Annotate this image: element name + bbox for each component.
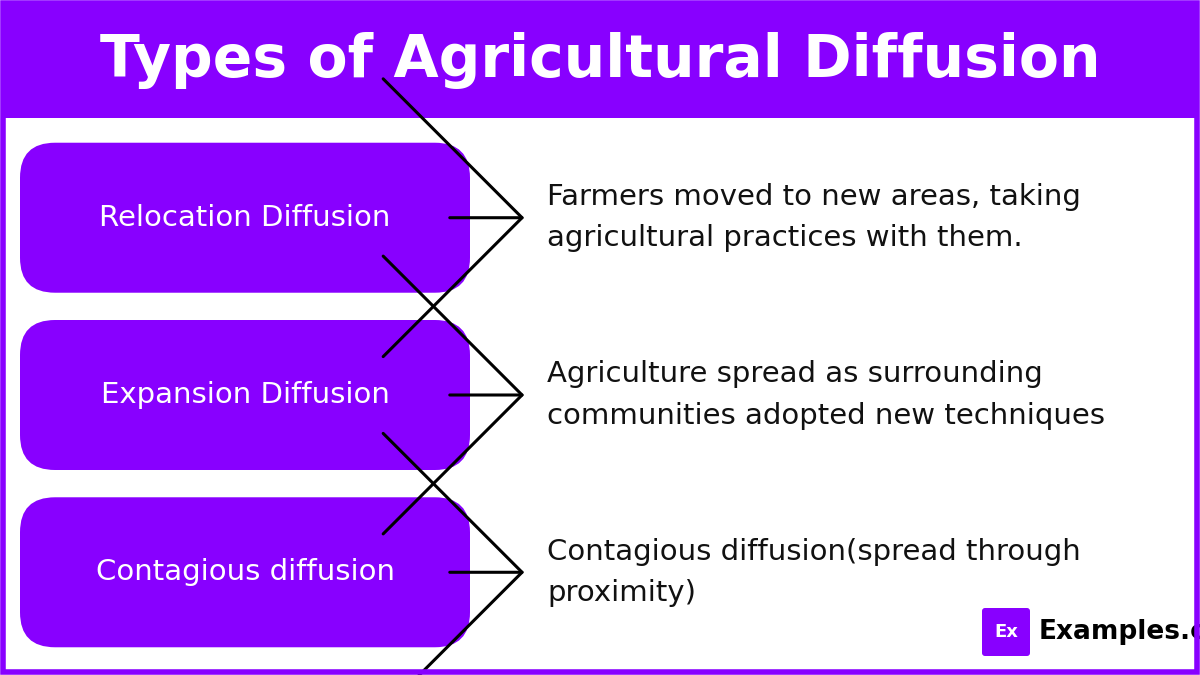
Text: Relocation Diffusion: Relocation Diffusion <box>100 204 391 232</box>
FancyBboxPatch shape <box>20 497 470 647</box>
FancyBboxPatch shape <box>2 3 1198 118</box>
Text: Expansion Diffusion: Expansion Diffusion <box>101 381 390 409</box>
Text: Examples.com: Examples.com <box>1039 619 1200 645</box>
FancyBboxPatch shape <box>982 608 1030 656</box>
Text: Contagious diffusion: Contagious diffusion <box>96 558 395 587</box>
Text: Contagious diffusion(spread through
proximity): Contagious diffusion(spread through prox… <box>547 538 1081 607</box>
Text: Types of Agricultural Diffusion: Types of Agricultural Diffusion <box>100 32 1100 89</box>
FancyBboxPatch shape <box>20 142 470 293</box>
Text: Agriculture spread as surrounding
communities adopted new techniques: Agriculture spread as surrounding commun… <box>547 360 1105 429</box>
Text: Farmers moved to new areas, taking
agricultural practices with them.: Farmers moved to new areas, taking agric… <box>547 183 1081 252</box>
FancyBboxPatch shape <box>20 320 470 470</box>
Text: Ex: Ex <box>994 623 1018 641</box>
